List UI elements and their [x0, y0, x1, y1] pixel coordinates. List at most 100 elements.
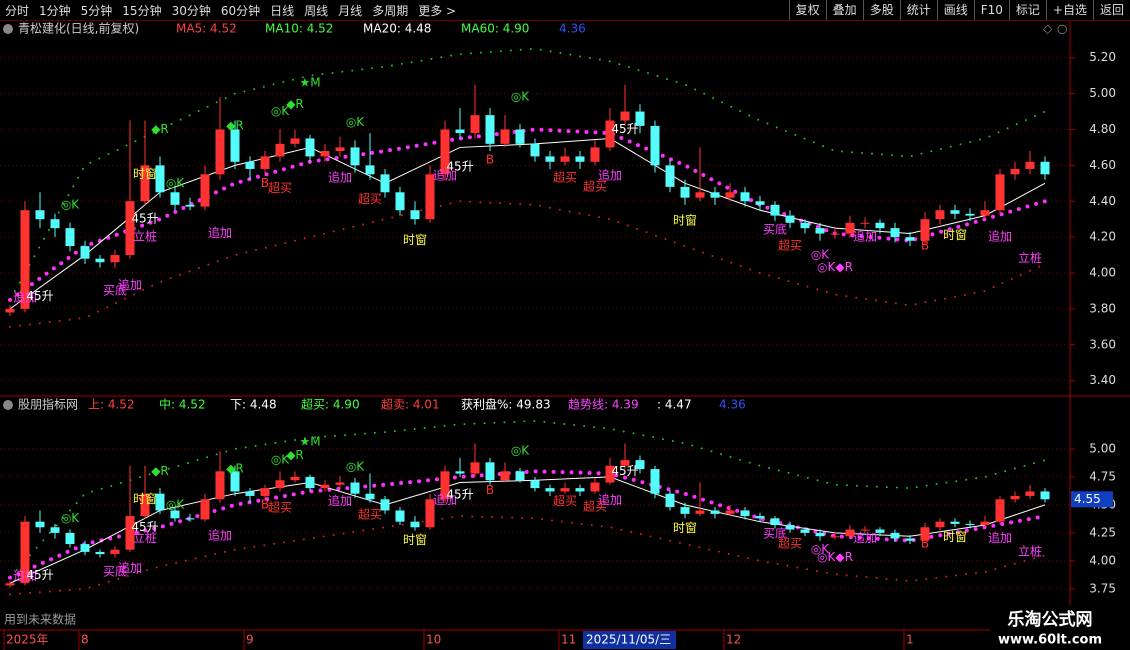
- toolbar-button[interactable]: 标记: [1008, 0, 1046, 20]
- toolbar-button[interactable]: 返回: [1092, 0, 1130, 20]
- candle-body: [335, 147, 345, 152]
- signal-label: 立桩: [133, 229, 157, 244]
- candle-body: [740, 192, 750, 202]
- candle-body: [635, 111, 645, 126]
- signal-label: B: [921, 537, 929, 551]
- candle-body: [290, 476, 300, 481]
- candle-body: [1010, 495, 1020, 500]
- period-tab[interactable]: 1分钟: [39, 3, 71, 18]
- x-tick-label: 9: [246, 633, 254, 647]
- period-tab[interactable]: 15分钟: [122, 3, 162, 18]
- signal-label: ◎K◆R: [817, 260, 853, 274]
- signal-label: 时窗: [943, 228, 967, 242]
- candle-body: [170, 510, 180, 519]
- toolbar-button[interactable]: 多股: [862, 0, 900, 20]
- candle-body: [485, 462, 495, 481]
- signal-label: 时窗: [673, 521, 697, 535]
- candle-body: [260, 488, 270, 496]
- icon[interactable]: ◇: [1043, 22, 1053, 36]
- candle-body: [920, 527, 930, 541]
- period-tab[interactable]: 月线: [338, 3, 363, 18]
- candle-body: [605, 120, 615, 148]
- toolbar-button[interactable]: F10: [973, 0, 1009, 20]
- candle-body: [1040, 161, 1050, 175]
- signal-label: B: [261, 497, 269, 511]
- candle-body: [665, 493, 675, 508]
- signal-label: 时窗: [943, 530, 967, 544]
- candle-body: [20, 210, 30, 309]
- period-tab[interactable]: 5分钟: [80, 3, 113, 18]
- candle-body: [695, 510, 705, 514]
- y-tick-label: 4.75: [1089, 469, 1116, 483]
- candle-body: [320, 484, 330, 489]
- signal-label: ◎K: [511, 90, 530, 104]
- signal-label: 买底: [103, 282, 127, 297]
- period-tab[interactable]: 60分钟: [220, 3, 261, 18]
- signal-label: ◎K◆R: [817, 550, 853, 564]
- candle-body: [140, 493, 150, 517]
- y-tick-label: 5.20: [1089, 50, 1116, 64]
- legend-entry: 4.36: [719, 398, 746, 412]
- candle-body: [275, 480, 285, 489]
- x-tick-label: 11: [561, 633, 576, 647]
- price-tag-box: [1071, 491, 1113, 508]
- icon[interactable]: ○: [1057, 22, 1067, 36]
- indicator-line: [9, 419, 1046, 579]
- candle-body: [725, 192, 735, 198]
- period-tab[interactable]: 更多 >: [418, 3, 457, 18]
- signal-label: 追加: [598, 492, 622, 507]
- signal-label: 买底: [763, 525, 787, 540]
- signal-label: 立桩: [1018, 250, 1042, 265]
- toolbar-button[interactable]: 统计: [899, 0, 937, 20]
- candle-body: [860, 222, 870, 224]
- toolbar-button[interactable]: +自选: [1045, 0, 1093, 20]
- signal-label: 时窗: [133, 167, 157, 181]
- period-tab[interactable]: 分时: [5, 3, 30, 18]
- candle-body: [95, 258, 105, 263]
- period-tab[interactable]: 日线: [270, 3, 295, 18]
- candle-body: [200, 499, 210, 520]
- signal-label: 时窗: [403, 233, 427, 247]
- signal-label: 时窗: [403, 533, 427, 547]
- y-tick-label: 4.00: [1089, 266, 1116, 280]
- candle-body: [620, 460, 630, 466]
- period-tab[interactable]: 周线: [304, 3, 329, 18]
- candle-body: [380, 174, 390, 193]
- toolbar-button[interactable]: 画线: [936, 0, 974, 20]
- candle-body: [935, 210, 945, 220]
- candle-body: [215, 129, 225, 175]
- candle-body: [20, 521, 30, 584]
- signal-label: 追加: [988, 530, 1012, 545]
- period-tab[interactable]: 多周期: [372, 3, 409, 18]
- watermark: 乐淘公式网: [1008, 609, 1093, 630]
- candle-body: [440, 471, 450, 500]
- legend-entry: 获利盘%: 49.83: [461, 397, 551, 412]
- candle-body: [290, 138, 300, 144]
- signal-label: ◎K: [61, 511, 80, 525]
- panel-title: 青松建化(日线,前复权): [18, 21, 139, 36]
- y-tick-label: 3.60: [1089, 337, 1116, 351]
- candle-body: [515, 129, 525, 144]
- watermark-box: [990, 605, 1130, 650]
- footer-note: 用到未来数据: [4, 612, 76, 627]
- signal-label: 立桩: [133, 530, 157, 545]
- candle-body: [980, 210, 990, 216]
- signal-label: ◎K: [811, 542, 830, 556]
- candle-body: [155, 165, 165, 193]
- signal-label: 追加: [118, 277, 142, 292]
- indicator-line: [8, 127, 1047, 302]
- toolbar-button[interactable]: 叠加: [825, 0, 863, 20]
- candle-body: [350, 147, 360, 166]
- indicator-line: [9, 515, 1046, 596]
- candle-body: [650, 125, 660, 166]
- signal-label: 45升: [611, 122, 638, 136]
- signal-label: 追加: [433, 168, 457, 183]
- candle-body: [830, 233, 840, 235]
- period-tab[interactable]: 30分钟: [171, 3, 211, 18]
- signal-label: ◎K: [166, 176, 185, 190]
- candle-body: [830, 536, 840, 538]
- toolbar-button[interactable]: 复权: [788, 0, 826, 20]
- y-tick-label: 4.00: [1089, 553, 1116, 567]
- candle-body: [305, 476, 315, 489]
